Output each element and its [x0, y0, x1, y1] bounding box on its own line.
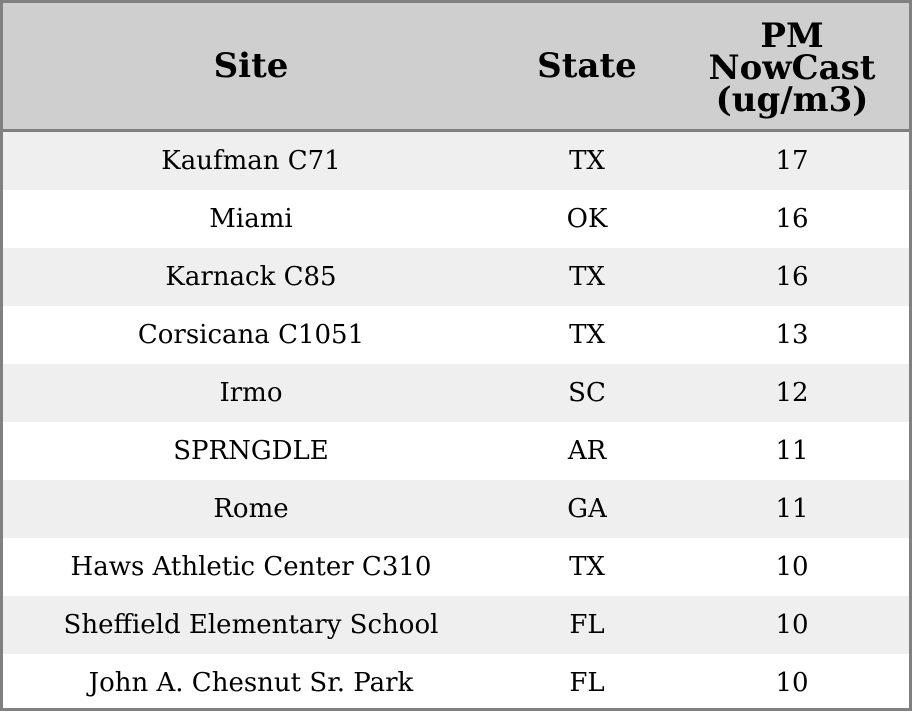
cell-site: Kaufman C71	[161, 146, 341, 176]
cell-site: Rome	[213, 494, 289, 524]
table-header-row: Site State PM NowCast (ug/m3)	[3, 3, 909, 132]
cell-pm-nowcast: 17	[775, 146, 809, 176]
table-row: John A. Chesnut Sr. Park FL 10	[3, 654, 909, 712]
cell-site: John A. Chesnut Sr. Park	[88, 668, 414, 698]
cell-pm-nowcast: 10	[775, 552, 809, 582]
cell-site: Miami	[209, 204, 293, 234]
cell-pm-nowcast: 11	[775, 494, 809, 524]
cell-state: GA	[567, 494, 607, 524]
cell-site: Irmo	[219, 378, 283, 408]
column-header-state-label: State	[537, 46, 637, 86]
cell-state: SC	[568, 378, 606, 408]
cell-pm-nowcast: 16	[775, 204, 809, 234]
cell-state: TX	[569, 552, 605, 582]
cell-state: AR	[567, 436, 607, 466]
cell-pm-nowcast: 13	[775, 320, 809, 350]
table-row: Sheffield Elementary School FL 10	[3, 596, 909, 654]
table-row: Karnack C85 TX 16	[3, 248, 909, 306]
cell-site: Corsicana C1051	[137, 320, 365, 350]
cell-pm-nowcast: 10	[775, 668, 809, 698]
cell-pm-nowcast: 12	[775, 378, 809, 408]
table-row: Corsicana C1051 TX 13	[3, 306, 909, 364]
table-row: Rome GA 11	[3, 480, 909, 538]
column-header-pm-nowcast-label: PM NowCast (ug/m3)	[708, 16, 876, 120]
cell-state: TX	[569, 320, 605, 350]
cell-site: Karnack C85	[165, 262, 337, 292]
table-row: Kaufman C71 TX 17	[3, 132, 909, 190]
cell-state: FL	[569, 610, 605, 640]
cell-state: TX	[569, 146, 605, 176]
table-row: Haws Athletic Center C310 TX 10	[3, 538, 909, 596]
cell-pm-nowcast: 16	[775, 262, 809, 292]
cell-state: OK	[566, 204, 608, 234]
table-body: Kaufman C71 TX 17 Miami OK 16 Karnack C85 TX 16 C…	[3, 132, 909, 712]
cell-state: FL	[569, 668, 605, 698]
table-row: Miami OK 16	[3, 190, 909, 248]
table-row: Irmo SC 12	[3, 364, 909, 422]
column-header-site-label: Site	[213, 46, 289, 86]
cell-site: SPRNGDLE	[173, 436, 329, 466]
column-header-state: State	[499, 3, 675, 129]
cell-state: TX	[569, 262, 605, 292]
cell-site: Haws Athletic Center C310	[70, 552, 432, 582]
column-header-site: Site	[3, 3, 499, 129]
cell-pm-nowcast: 10	[775, 610, 809, 640]
column-header-pm-nowcast: PM NowCast (ug/m3)	[675, 3, 909, 131]
table-row: SPRNGDLE AR 11	[3, 422, 909, 480]
cell-site: Sheffield Elementary School	[63, 610, 439, 640]
cell-pm-nowcast: 11	[775, 436, 809, 466]
